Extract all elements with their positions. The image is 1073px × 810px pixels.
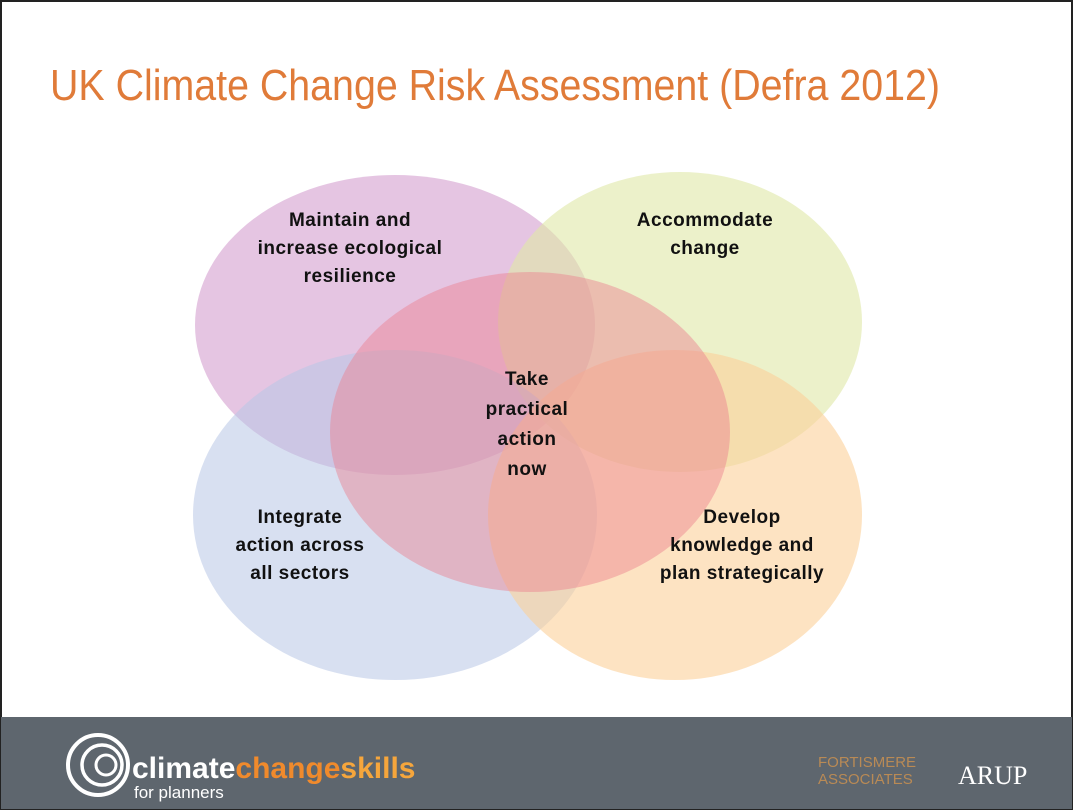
node-label: now (507, 459, 547, 480)
logo-text: climatechangeskills (132, 752, 415, 785)
venn (193, 172, 862, 680)
node-label: resilience (304, 266, 397, 287)
logo-tagline: for planners (134, 783, 224, 802)
circle-develop (488, 350, 862, 680)
partner-arup: ARUP (958, 761, 1027, 790)
logo-icon (66, 733, 130, 797)
node-label: plan strategically (660, 563, 824, 584)
node-label: all sectors (250, 563, 350, 584)
circle-integrate (193, 350, 597, 680)
node-label: knowledge and (670, 535, 814, 556)
partner-line: FORTISMERE (818, 754, 916, 771)
logo-part: skills (340, 752, 415, 785)
logo-ring (94, 753, 118, 777)
partner-line: ASSOCIATES (818, 771, 913, 788)
logo-part: climate (132, 752, 235, 785)
logo-ring (80, 743, 124, 787)
venn-labels: Maintain and increase ecological resilienc… (236, 210, 824, 584)
node-label: practical (486, 399, 569, 420)
node-label: Develop (703, 507, 780, 528)
node-label: action across (236, 535, 365, 556)
node-label: Integrate (258, 507, 343, 528)
node-label: change (670, 238, 740, 259)
node-label: action (498, 429, 557, 450)
node-label: Accommodate (637, 210, 773, 231)
logo-part: change (235, 752, 340, 785)
node-label: increase ecological (258, 238, 443, 259)
node-label: Maintain and (289, 210, 411, 231)
circle-practical (330, 272, 730, 592)
logo-ring (66, 733, 130, 797)
node-label: Take (505, 369, 549, 390)
title: UK Climate Change Risk Assessment (Defra… (50, 61, 940, 110)
footer-band (1, 717, 1072, 809)
